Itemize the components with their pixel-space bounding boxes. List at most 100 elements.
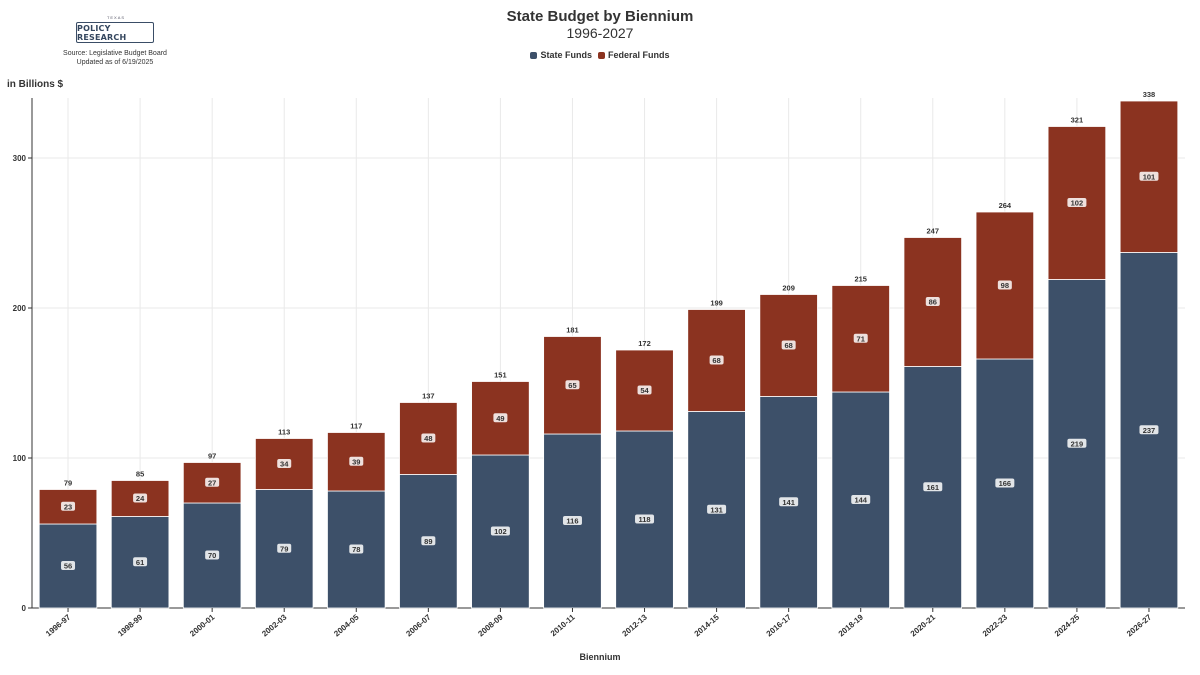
data-label-state-bg [349,544,364,554]
data-label-federal-bg [925,297,940,306]
data-label-federal-bg [565,380,580,390]
data-label-federal: 71 [857,334,865,343]
x-tick-label: 2006-07 [404,612,433,638]
data-label-total: 338 [1143,90,1156,99]
data-label-federal-bg [853,333,868,343]
data-label-total: 151 [494,371,507,380]
data-label-federal-bg [205,477,220,487]
legend: State Funds Federal Funds [0,50,1200,60]
x-tick-label: 2004-05 [332,612,361,638]
data-label-total: 85 [136,470,144,479]
data-label-state-bg [995,478,1015,488]
data-label-federal: 23 [64,502,72,511]
y-tick-label: 200 [13,304,27,313]
data-label-state-bg [61,561,76,570]
data-label-federal-bg [277,459,292,468]
data-label-state: 79 [280,544,288,553]
data-label-federal-bg [709,355,724,365]
x-axis-label: Biennium [579,652,621,662]
data-label-federal: 101 [1143,172,1156,181]
x-tick-label: 2002-03 [260,612,289,638]
data-label-state: 144 [854,496,867,505]
data-label-federal: 34 [280,460,289,469]
data-label-state: 118 [638,515,650,524]
legend-label-federal: Federal Funds [608,50,670,60]
logo-small-text: TEXAS [106,15,126,20]
source-text: Source: Legislative Budget Board [63,50,167,57]
data-label-state: 219 [1071,439,1084,448]
data-label-total: 172 [638,339,651,348]
data-label-total: 79 [64,479,72,488]
data-label-federal: 48 [424,434,432,443]
x-tick-label: 2018-19 [837,612,866,638]
logo-box: POLICY RESEARCH [76,22,154,43]
data-label-federal: 27 [208,478,216,487]
data-label-total: 321 [1071,116,1084,125]
x-tick-label: 2026-27 [1125,612,1154,638]
data-label-federal: 86 [929,298,937,307]
data-label-federal-bg [493,413,508,423]
data-label-state: 61 [136,558,144,567]
legend-item-state[interactable]: State Funds [530,50,592,60]
chart-subtitle: 1996-2027 [566,25,634,41]
data-label-state-bg [205,550,220,560]
data-label-state-bg [851,495,871,504]
y-tick-label: 300 [13,154,27,163]
x-tick-label: 2020-21 [909,612,938,638]
data-label-federal-bg [1067,198,1087,207]
data-label-state: 237 [1143,426,1156,435]
data-label-total: 97 [208,452,216,461]
data-label-state-bg [923,482,943,492]
updated-text: Updated as of 6/19/2025 [76,59,154,66]
x-tick-label: 1998-99 [116,612,145,638]
x-tick-label: 1996-97 [44,612,73,638]
data-label-federal-bg [349,456,364,466]
data-label-state: 161 [927,483,940,492]
data-label-state-bg [779,497,799,507]
data-label-state: 78 [352,545,360,554]
data-label-state: 70 [208,551,216,560]
y-axis-label: in Billions $ [7,79,64,90]
legend-item-federal[interactable]: Federal Funds [598,50,670,60]
data-label-federal-bg [421,433,436,443]
data-label-total: 264 [999,201,1012,210]
logo-brand: POLICY RESEARCH [77,23,127,42]
data-label-federal: 24 [136,494,145,503]
data-label-federal: 68 [712,356,720,365]
legend-swatch-state [530,51,538,59]
x-tick-label: 2008-09 [476,612,505,638]
data-label-state: 89 [424,537,432,546]
data-label-total: 181 [566,326,579,335]
data-label-total: 113 [278,428,290,437]
data-label-total: 247 [927,227,940,236]
data-label-state-bg [635,514,655,524]
data-label-federal-bg [133,493,148,503]
data-label-state-bg [1067,438,1087,448]
x-tick-label: 2010-11 [549,612,577,638]
x-tick-label: 2000-01 [188,612,217,638]
data-label-federal: 54 [640,386,649,395]
chart-title: State Budget by Biennium [506,8,694,25]
data-label-federal: 49 [496,414,504,423]
legend-swatch-federal [598,51,605,59]
x-tick-label: 2016-17 [765,612,794,638]
data-label-state-bg [562,516,582,525]
data-label-total: 215 [854,275,867,284]
data-label-state: 131 [710,505,723,514]
data-label-state-bg [277,543,292,553]
data-label-federal-bg [1139,171,1159,181]
data-label-federal-bg [61,501,76,511]
data-label-federal-bg [781,340,796,350]
data-label-total: 137 [422,392,435,401]
y-tick-label: 0 [22,604,27,613]
data-label-state-bg [707,504,727,514]
data-label-state: 141 [782,498,795,507]
data-label-state-bg [490,526,510,536]
data-label-total: 199 [710,299,723,308]
data-label-state: 102 [494,527,507,536]
data-label-total: 209 [782,284,795,293]
data-label-state-bg [133,557,148,567]
x-tick-label: 2012-13 [621,612,650,638]
data-label-state: 116 [566,517,578,526]
data-label-federal: 98 [1001,281,1009,290]
